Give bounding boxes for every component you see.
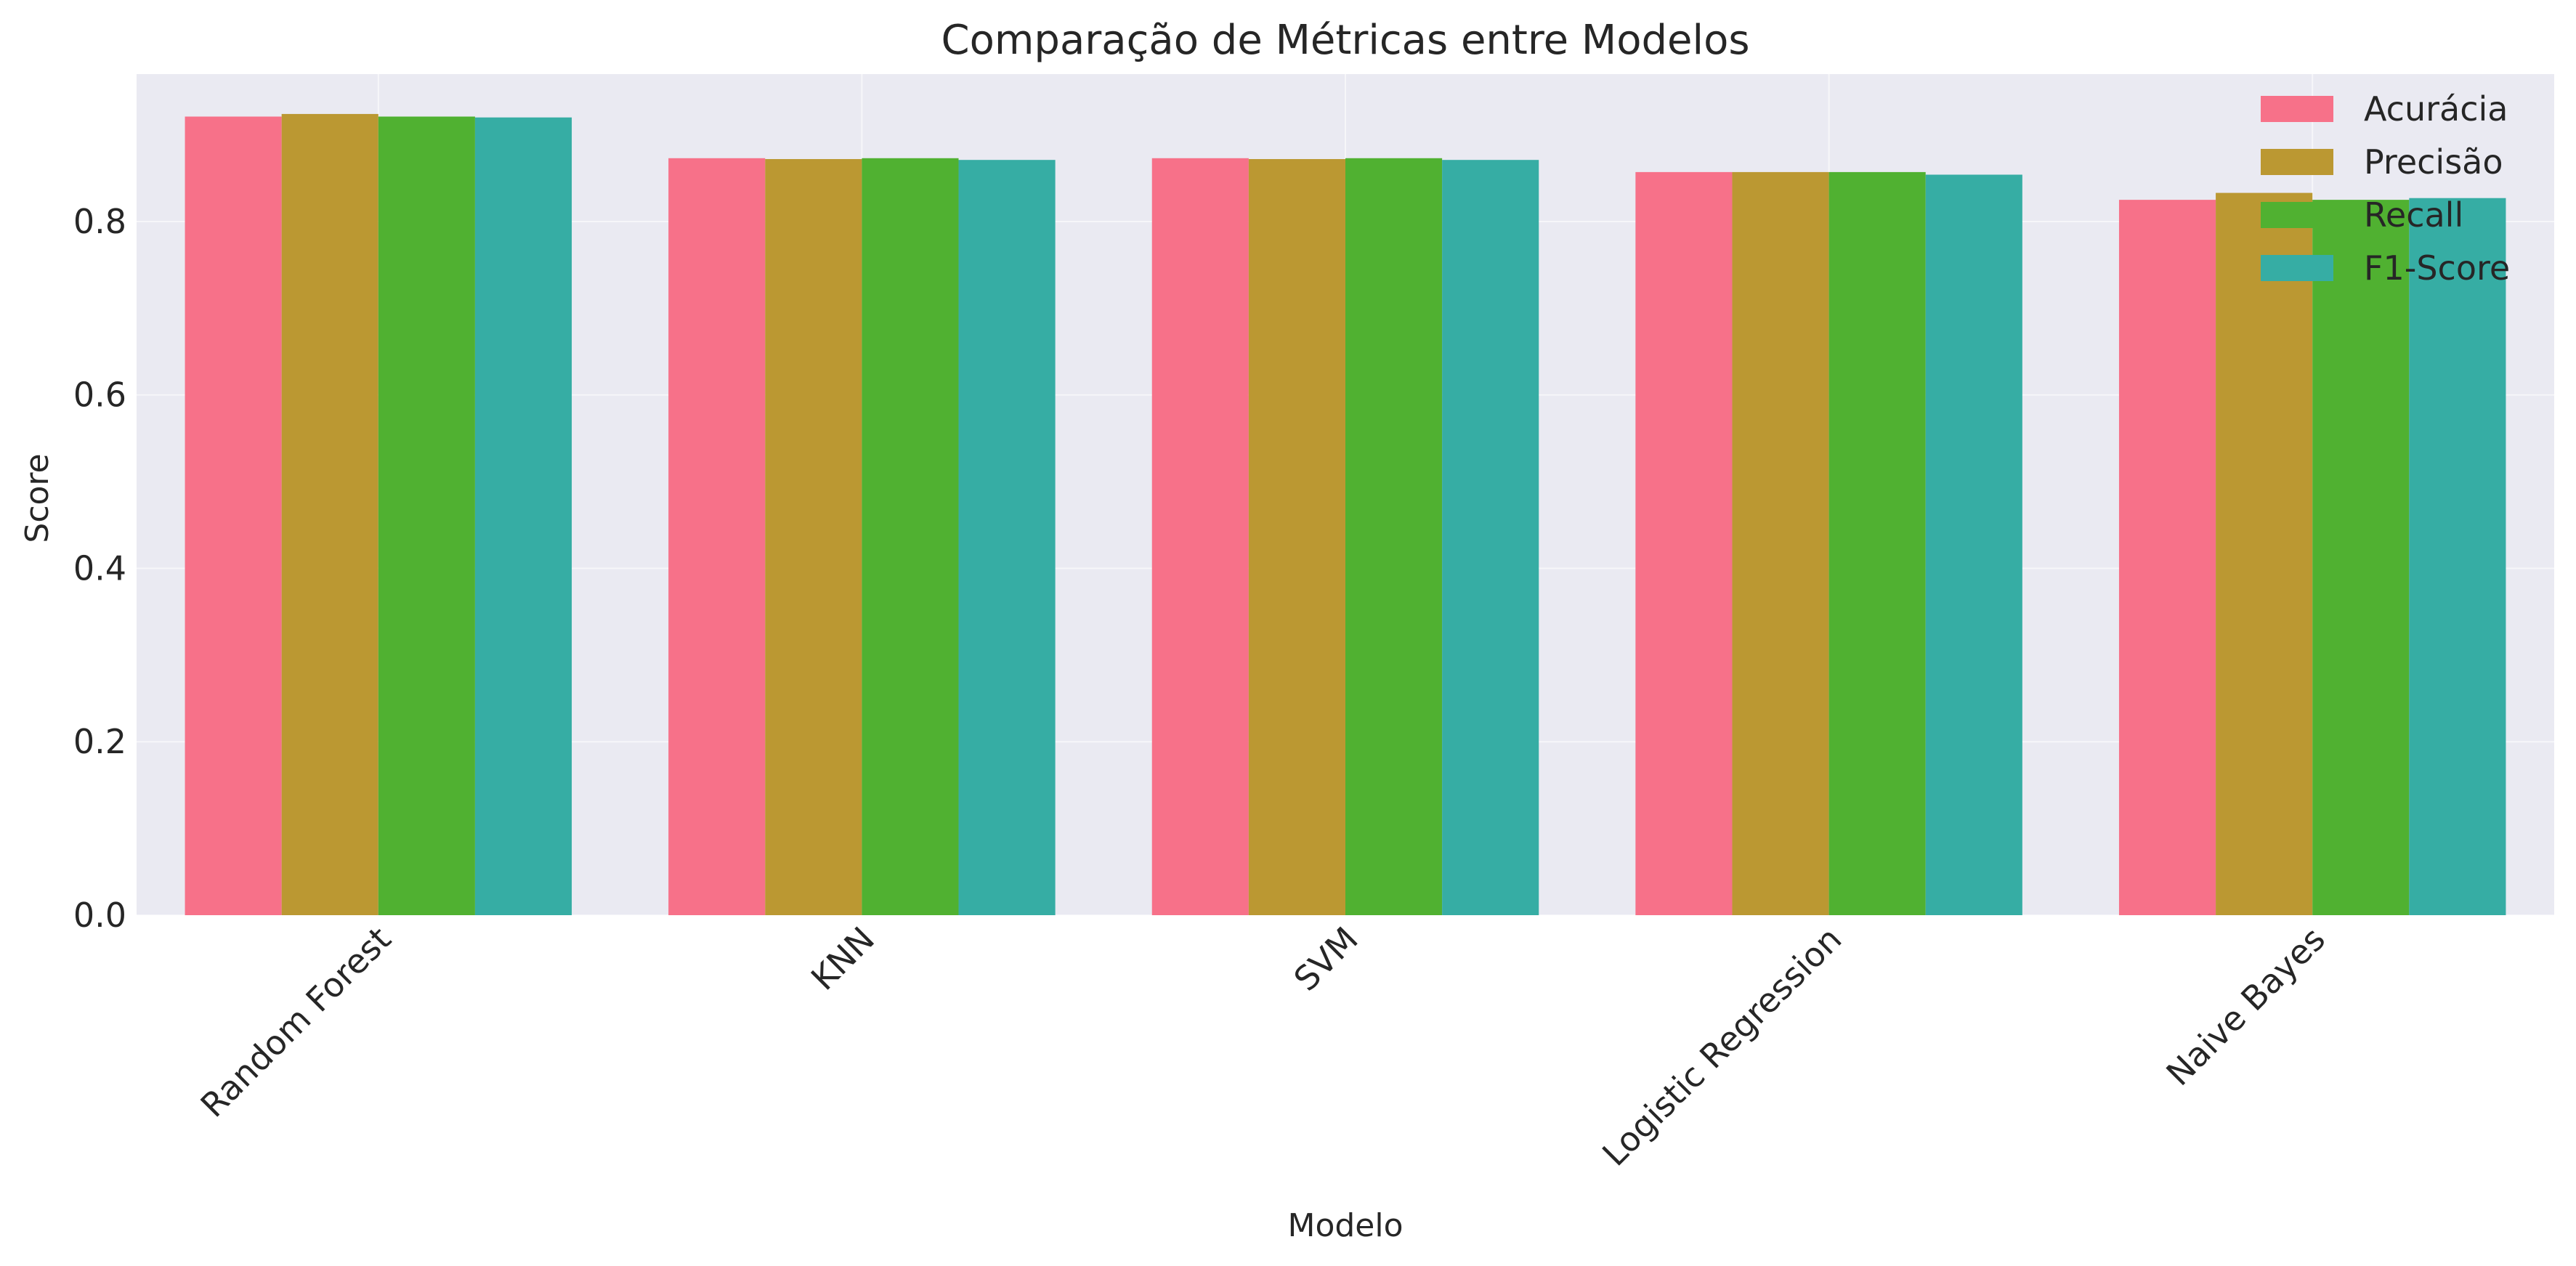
x-axis-label: Modelo xyxy=(1287,1207,1403,1244)
y-axis-label: Score xyxy=(19,453,56,543)
x-tick-label: Naive Bayes xyxy=(2158,920,2333,1094)
chart-title: Comparação de Métricas entre Modelos xyxy=(941,17,1750,64)
bar-recall xyxy=(1828,171,1926,916)
bar-precis-o xyxy=(765,158,862,916)
bar-precis-o xyxy=(1732,171,1829,916)
legend-swatch xyxy=(2261,202,2333,228)
y-tick-label: 0.4 xyxy=(73,548,126,588)
legend-swatch xyxy=(2261,149,2333,175)
bar-f1-score xyxy=(1925,174,2022,915)
bar-f1-score xyxy=(474,117,572,916)
bar-acur-cia xyxy=(2118,200,2216,915)
legend-swatch xyxy=(2261,96,2333,122)
y-tick-label: 0.8 xyxy=(73,202,126,241)
x-tick-label: Random Forest xyxy=(193,920,399,1125)
bar-f1-score xyxy=(1442,160,1539,915)
legend-label: Recall xyxy=(2364,195,2463,235)
bar-recall xyxy=(2312,200,2410,915)
y-tick-label: 0.2 xyxy=(73,722,126,761)
x-tick-label: KNN xyxy=(803,920,882,998)
bar-acur-cia xyxy=(1635,171,1733,916)
legend-label: Acurácia xyxy=(2364,89,2508,129)
bar-f1-score xyxy=(2409,198,2506,915)
bar-precis-o xyxy=(2216,192,2313,915)
legend-swatch xyxy=(2261,255,2333,281)
legend: Acurácia Precisão Recall F1-Score xyxy=(2261,89,2510,288)
bar-acur-cia xyxy=(1151,158,1249,915)
bar-recall xyxy=(378,116,475,915)
bar-acur-cia xyxy=(185,116,282,915)
legend-label: Precisão xyxy=(2364,142,2503,182)
bar-f1-score xyxy=(958,160,1056,915)
bar-recall xyxy=(1345,158,1443,915)
bar-precis-o xyxy=(1248,158,1345,916)
x-tick-label: SVM xyxy=(1287,920,1366,999)
x-tick-label: Logistic Regression xyxy=(1595,920,1849,1174)
legend-label: F1-Score xyxy=(2364,248,2510,288)
y-tick-label: 0.6 xyxy=(73,376,126,415)
bar-recall xyxy=(862,158,959,915)
y-tick-label: 0.0 xyxy=(73,896,126,935)
bar-acur-cia xyxy=(668,158,766,915)
bar-precis-o xyxy=(281,113,378,915)
